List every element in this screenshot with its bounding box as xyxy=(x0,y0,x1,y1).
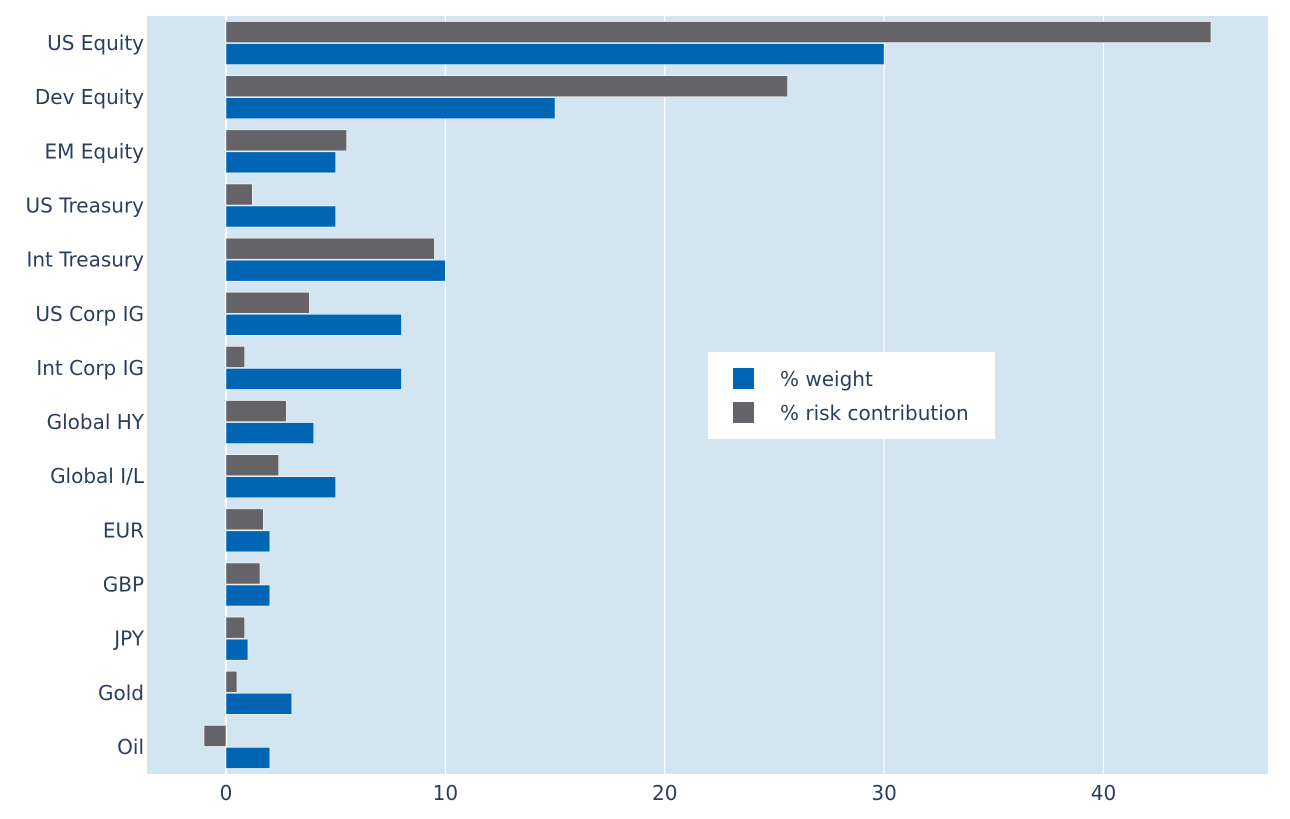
x-tick-label: 40 xyxy=(1091,781,1116,805)
y-tick-label-eur: EUR xyxy=(103,518,144,542)
bar-weight-em-equity xyxy=(225,151,336,174)
y-axis-ticks: US Equity Dev Equity EM Equity US Treasury I… xyxy=(26,31,145,759)
bar-weight-jpy xyxy=(225,638,249,661)
y-tick-label-global-hy: Global HY xyxy=(47,410,145,434)
x-tick-label: 20 xyxy=(652,781,677,805)
x-tick-label: 0 xyxy=(220,781,233,805)
bar-weight-gold xyxy=(225,693,293,715)
y-tick-label-us-equity: US Equity xyxy=(47,31,144,55)
y-tick-label-int-corp-ig: Int Corp IG xyxy=(36,356,144,380)
bar-risk-eur xyxy=(225,508,264,531)
bar-weight-eur xyxy=(225,530,271,553)
bars xyxy=(203,21,1212,769)
bar-risk-us-corp-ig xyxy=(225,292,310,314)
legend-swatch-risk-contribution xyxy=(733,402,754,423)
bar-risk-gbp xyxy=(225,562,261,585)
bar-weight-global-hy xyxy=(225,422,314,444)
bar-risk-int-corp-ig xyxy=(225,346,245,368)
bar-risk-us-treasury xyxy=(225,183,253,206)
y-tick-label-int-treasury: Int Treasury xyxy=(26,248,144,272)
bar-risk-us-equity xyxy=(225,21,1212,43)
legend-swatch-weight xyxy=(733,368,754,389)
bar-risk-oil xyxy=(203,725,227,747)
y-tick-label-us-corp-ig: US Corp IG xyxy=(35,302,144,326)
bar-weight-dev-equity xyxy=(225,97,556,119)
y-tick-label-em-equity: EM Equity xyxy=(45,139,145,163)
y-tick-label-us-treasury: US Treasury xyxy=(26,194,145,218)
legend-label-weight: % weight xyxy=(780,367,873,391)
bar-risk-jpy xyxy=(225,616,245,639)
bar-weight-us-treasury xyxy=(225,205,336,228)
bar-risk-dev-equity xyxy=(225,75,788,97)
x-axis-ticks: 0 10 20 30 40 xyxy=(220,781,1117,805)
bar-weight-us-corp-ig xyxy=(225,314,402,336)
bar-risk-global-hy xyxy=(225,400,287,422)
y-tick-label-gold: Gold xyxy=(98,681,144,705)
bar-risk-em-equity xyxy=(225,129,347,152)
bar-weight-oil xyxy=(225,747,271,769)
legend-background xyxy=(708,352,995,439)
bar-weight-gbp xyxy=(225,584,271,607)
y-tick-label-jpy: JPY xyxy=(112,627,145,651)
legend-label-risk-contribution: % risk contribution xyxy=(780,401,969,425)
bar-risk-gold xyxy=(225,671,238,693)
y-tick-label-gbp: GBP xyxy=(103,573,144,597)
bar-weight-global-i-l xyxy=(225,476,336,498)
y-tick-label-global-i-l: Global I/L xyxy=(50,464,145,488)
y-tick-label-dev-equity: Dev Equity xyxy=(35,85,144,109)
x-tick-label: 30 xyxy=(871,781,896,805)
x-tick-label: 10 xyxy=(433,781,458,805)
legend: % weight % risk contribution xyxy=(708,352,995,439)
bar-risk-global-i-l xyxy=(225,454,279,476)
y-tick-label-oil: Oil xyxy=(117,735,144,759)
bar-weight-us-equity xyxy=(225,43,885,65)
bar-risk-int-treasury xyxy=(225,237,435,260)
bar-weight-int-corp-ig xyxy=(225,368,402,390)
bar-weight-int-treasury xyxy=(225,259,446,282)
